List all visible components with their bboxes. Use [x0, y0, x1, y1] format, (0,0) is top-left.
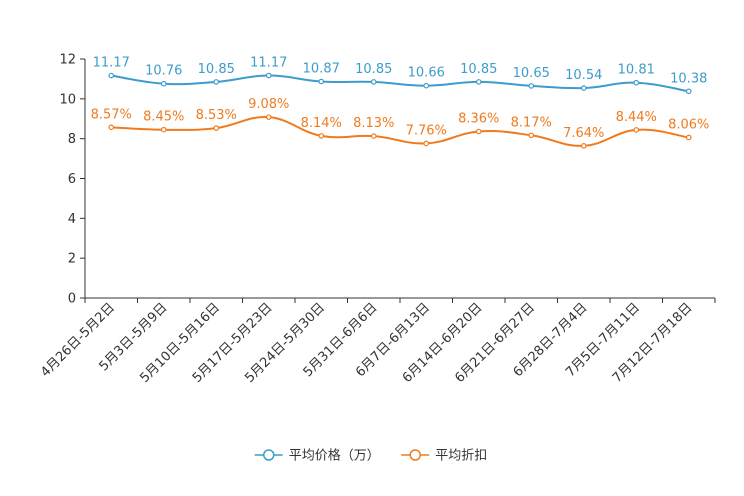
legend-circle-icon: [263, 449, 275, 461]
data-point: [633, 127, 640, 133]
data-point: [213, 125, 220, 131]
data-point: [108, 72, 115, 79]
data-label: 8.06%: [668, 117, 709, 132]
data-label: 8.14%: [301, 116, 342, 131]
data-point: [265, 72, 272, 79]
y-tick-label: 12: [59, 53, 76, 68]
legend: 平均价格（万） 平均折扣: [254, 448, 487, 464]
data-point: [633, 79, 640, 86]
data-point: [318, 133, 325, 139]
data-label: 8.36%: [458, 111, 499, 126]
data-label: 8.57%: [91, 107, 132, 122]
data-label: 11.17: [250, 56, 287, 71]
data-label: 8.53%: [196, 108, 237, 123]
data-label: 10.81: [618, 63, 655, 78]
y-tick-label: 0: [68, 292, 76, 307]
data-point: [370, 79, 377, 85]
data-label: 10.85: [198, 62, 235, 77]
y-tick-label: 6: [68, 172, 76, 187]
data-label: 8.17%: [511, 115, 552, 130]
data-label: 7.76%: [406, 123, 447, 138]
y-tick-label: 10: [59, 92, 76, 107]
data-label: 8.45%: [143, 110, 184, 125]
data-point: [580, 85, 587, 91]
data-point: [213, 79, 220, 85]
legend-item-0: 平均价格（万）: [254, 448, 380, 464]
y-tick-label: 2: [68, 252, 76, 267]
data-label: 10.54: [565, 68, 602, 83]
data-point: [685, 88, 692, 95]
legend-item-1: 平均折扣: [401, 449, 487, 464]
data-label: 8.13%: [353, 116, 394, 131]
data-point: [580, 143, 587, 149]
data-label: 10.85: [460, 62, 497, 77]
data-point: [475, 79, 482, 85]
data-point: [160, 80, 167, 87]
data-point: [160, 126, 167, 133]
data-label: 10.38: [670, 71, 707, 86]
data-label: 10.87: [303, 62, 340, 77]
legend-label: 平均价格（万）: [289, 448, 380, 464]
axes: 0246810124月26日-5月2日5月3日-5月9日5月10日-5月16日5…: [38, 53, 716, 386]
data-point: [475, 128, 482, 135]
data-point: [528, 132, 535, 139]
data-label: 10.85: [355, 62, 392, 77]
data-point: [423, 140, 430, 147]
series-line-0: [111, 74, 689, 93]
data-label: 10.76: [145, 64, 182, 79]
data-point: [685, 134, 692, 141]
data-label: 11.17: [93, 56, 130, 71]
data-label: 9.08%: [248, 97, 289, 112]
data-point: [318, 78, 325, 85]
data-point: [370, 133, 377, 139]
data-point: [423, 82, 430, 89]
legend-circle-icon: [409, 449, 421, 461]
data-label: 7.64%: [563, 126, 604, 141]
series-layer: 11.17 10.76 10.85 11.17 10.87 10.85 10.66 10.85…: [91, 56, 709, 149]
series-line-1: [111, 116, 689, 147]
data-label: 10.65: [513, 66, 550, 81]
data-point: [108, 124, 115, 131]
y-tick-label: 4: [68, 212, 76, 227]
data-point: [265, 114, 272, 120]
data-label: 10.66: [408, 66, 445, 81]
data-label: 8.44%: [616, 110, 657, 125]
data-point: [528, 83, 535, 89]
legend-label: 平均折扣: [435, 449, 487, 464]
y-tick-label: 8: [68, 132, 76, 147]
